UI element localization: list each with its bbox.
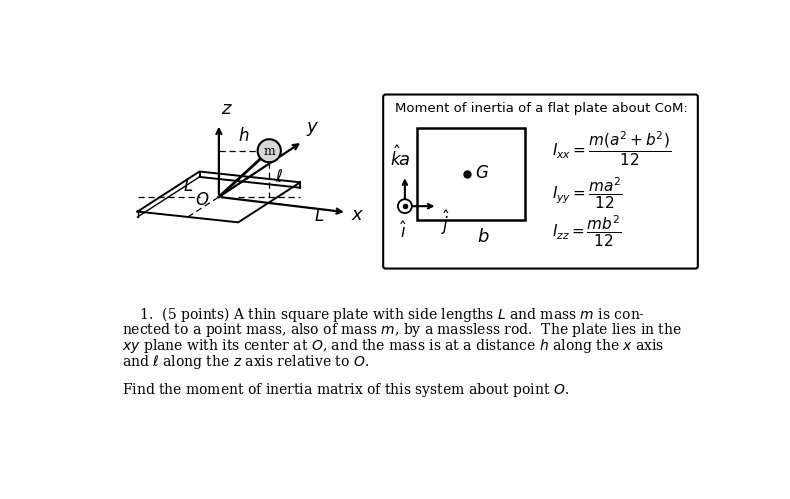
Text: $y$: $y$	[307, 120, 320, 138]
Circle shape	[258, 139, 281, 162]
Text: $\ell$: $\ell$	[275, 169, 283, 186]
Circle shape	[398, 199, 412, 213]
FancyBboxPatch shape	[383, 94, 698, 268]
Text: $b$: $b$	[477, 228, 490, 246]
Text: $x$: $x$	[351, 206, 364, 224]
Text: $I_{yy} = \dfrac{ma^2}{12}$: $I_{yy} = \dfrac{ma^2}{12}$	[552, 175, 623, 211]
Bar	[416, 128, 525, 220]
Text: $I_{zz} = \dfrac{mb^2}{12}$: $I_{zz} = \dfrac{mb^2}{12}$	[552, 214, 622, 250]
Text: $\hat{k}$: $\hat{k}$	[390, 145, 403, 170]
Text: $L$: $L$	[314, 208, 325, 225]
Text: Moment of inertia of a flat plate about CoM:: Moment of inertia of a flat plate about …	[395, 102, 687, 115]
Text: nected to a point mass, also of mass $m$, by a massless rod.  The plate lies in : nected to a point mass, also of mass $m$…	[122, 321, 682, 339]
Text: 1.  (5 points) A thin square plate with side lengths $L$ and mass $m$ is con-: 1. (5 points) A thin square plate with s…	[122, 305, 645, 324]
Text: $h$: $h$	[238, 127, 250, 145]
Text: and $\ell$ along the $z$ axis relative to $O$.: and $\ell$ along the $z$ axis relative t…	[122, 353, 369, 371]
Text: $a$: $a$	[398, 151, 410, 169]
Text: m: m	[263, 145, 275, 158]
Text: $O$: $O$	[195, 192, 209, 209]
Text: $I_{xx} = \dfrac{m(a^2+b^2)}{12}$: $I_{xx} = \dfrac{m(a^2+b^2)}{12}$	[552, 130, 672, 169]
Text: $G$: $G$	[475, 165, 489, 182]
Text: Find the moment of inertia matrix of this system about point $O$.: Find the moment of inertia matrix of thi…	[122, 381, 569, 399]
Text: $\hat{\imath}$: $\hat{\imath}$	[400, 222, 407, 242]
Text: $xy$ plane with its center at $O$, and the mass is at a distance $h$ along the $: $xy$ plane with its center at $O$, and t…	[122, 337, 664, 355]
Text: $z$: $z$	[221, 100, 233, 118]
Text: $\hat{j}$: $\hat{j}$	[441, 209, 450, 237]
Text: $L$: $L$	[183, 179, 194, 196]
